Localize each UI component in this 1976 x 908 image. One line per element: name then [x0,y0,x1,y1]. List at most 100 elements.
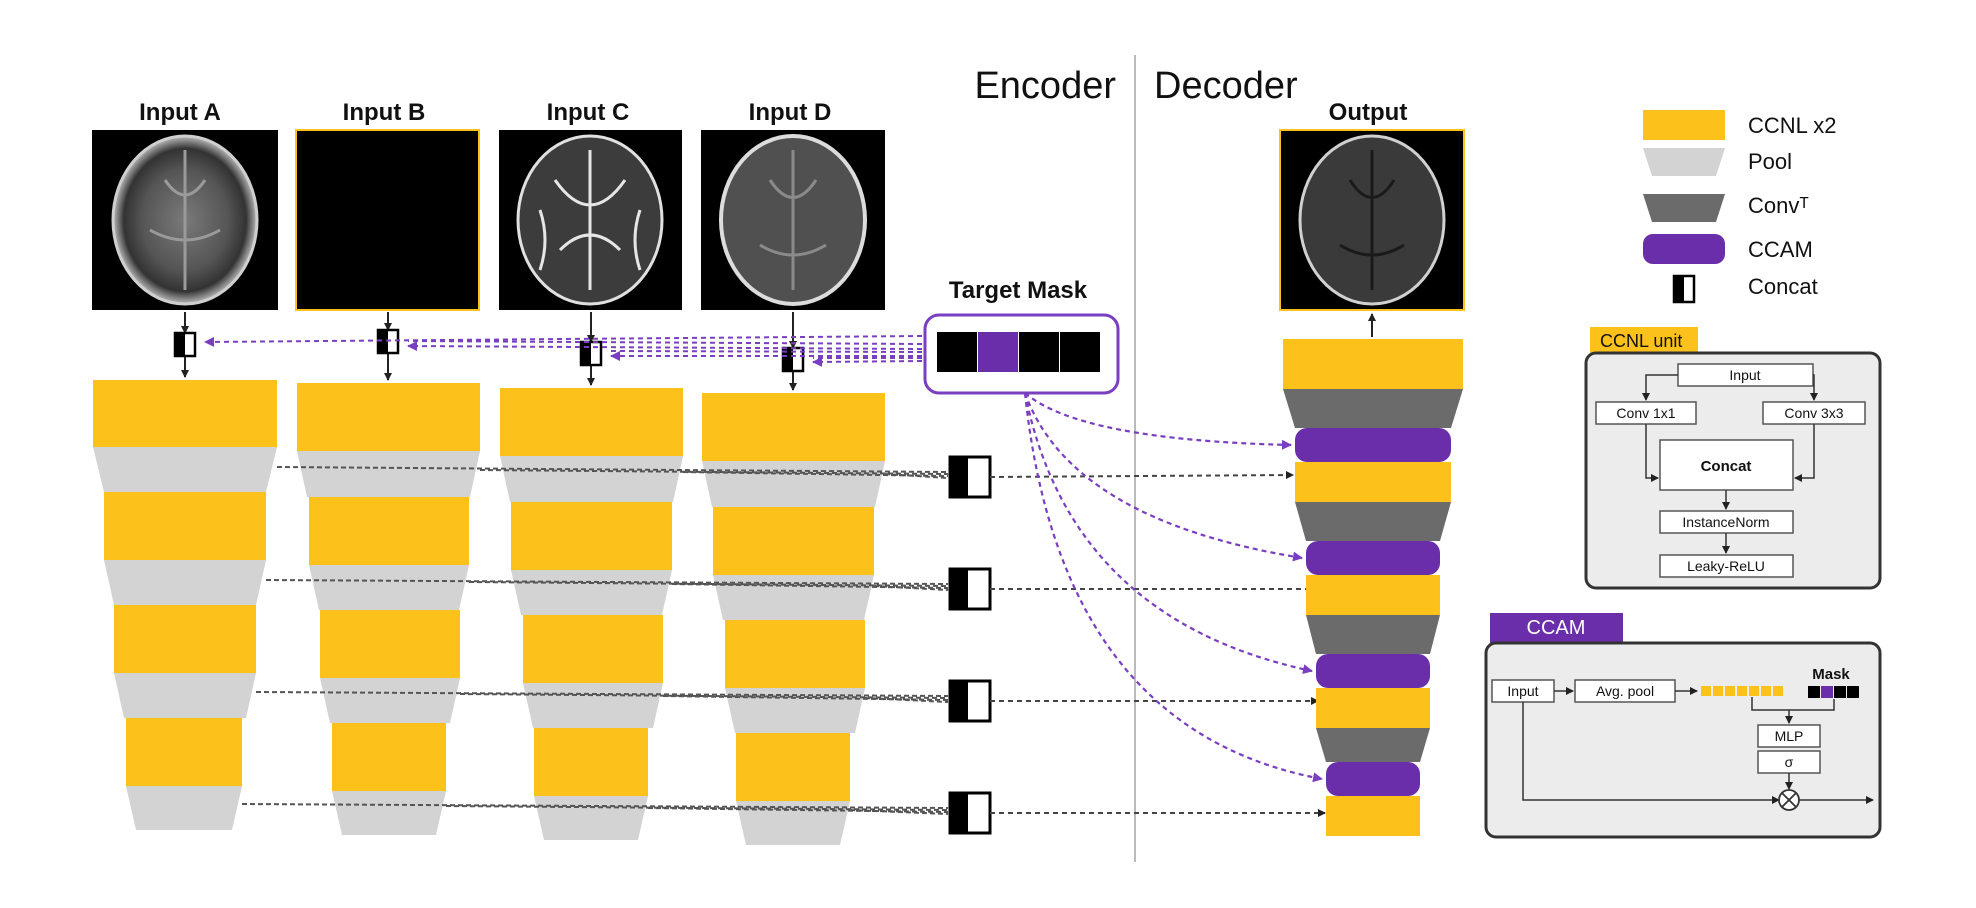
skip-to-decoder-arrows [989,471,1326,817]
ccnl-concat-box [1659,439,1794,491]
pool-block [702,461,885,507]
ccnl-block [702,393,885,461]
ccnl-unit-title: CCNL unit [1600,331,1682,351]
decoder-column [1283,313,1463,836]
pool-block [534,796,648,840]
pool-block [126,786,242,830]
input-c: Input C [499,99,682,310]
convt-block [1316,728,1430,762]
ccnl-block [500,388,683,456]
input-a-label: Input A [139,99,221,126]
input-d-label: Input D [749,99,832,126]
output: Output [1279,99,1465,311]
legend-concat-icon [1672,274,1696,304]
encoder-title: Encoder [974,65,1116,107]
pool-block [104,560,266,605]
input-d-brain-detail [759,150,827,290]
ccnl-act-box [1659,554,1794,578]
input-b: Input B [295,99,480,311]
pool-block [332,791,446,835]
concat-icon [948,567,992,611]
ccnl-block [1295,462,1451,502]
legend-pool-swatch [1643,148,1725,176]
concat-icon [948,791,992,835]
ccam-mask-vector [1808,686,1859,698]
pool-block [114,673,256,718]
ccnl-connectors [1642,374,1818,554]
legend-ccam-label: CCAM [1748,237,1813,262]
ccnl-block [713,507,874,575]
mask-cell [1060,332,1100,372]
ccam-pooled-vector [1701,686,1783,696]
ccnl-conv1-text: Conv 1x1 [1616,405,1675,421]
ccnl-block [1306,575,1440,615]
ccnl-conv3-text: Conv 3x3 [1784,405,1843,421]
input-a: Input A [92,99,278,310]
legend-convt-swatch [1643,194,1725,222]
ccnl-block [104,492,266,560]
pool-block [736,801,850,845]
ccnl-norm-text: InstanceNorm [1682,514,1769,530]
ccnl-block [93,380,277,447]
ccnl-block [1316,688,1430,728]
ccam-panel: CCAM Input Avg. pool Mask MLP σ [1484,613,1882,839]
ccam-block [1306,541,1440,575]
concat-icon [173,331,197,358]
ccam-sigma-text: σ [1785,754,1794,770]
ccnl-block [320,610,460,678]
legend-concat-label: Concat [1748,274,1818,299]
ccnl-input-text: Input [1729,367,1760,383]
legend-ccam-swatch [1643,234,1725,264]
ccam-mask-label: Mask [1812,666,1850,683]
input-b-label: Input B [343,99,426,126]
output-label: Output [1329,99,1408,126]
legend-ccnl-label: CCNL x2 [1748,113,1836,138]
ccam-block [1295,428,1451,462]
ccnl-block [309,497,469,565]
ccnl-block [297,383,480,451]
mask-cell [937,332,977,372]
ccnl-block [523,615,663,683]
convt-block [1295,502,1451,541]
ccnl-block [332,723,446,791]
multiply-icon [1778,789,1800,811]
concat-icon [948,679,992,723]
pool-block [297,451,480,497]
target-mask-label: Target Mask [949,277,1088,304]
ccam-block [1326,762,1420,796]
ccam-tab [1490,613,1623,643]
ccnl-act-text: Leaky-ReLU [1687,558,1765,574]
mask-to-ccam-links [1023,392,1323,783]
convt-block [1306,615,1440,654]
mask-to-inputs-links [204,335,923,367]
encoder-column-c [500,388,683,840]
output-brain-detail [1339,150,1405,290]
ccnl-block [1326,796,1420,836]
input-concat-row [173,312,805,391]
ccnl-unit-tab [1590,327,1698,353]
decoder-title: Decoder [1154,65,1298,107]
pool-block [93,447,277,492]
convt-block [1283,389,1463,428]
target-mask: Target Mask [923,277,1120,395]
pool-block [523,683,663,728]
input-c-brain-detail [538,150,642,290]
pool-block [713,575,874,620]
concat-icon [948,455,992,499]
legend-pool-label: Pool [1748,149,1792,174]
ccnl-block [534,728,648,796]
ccnl-block [725,620,865,688]
input-c-label: Input C [547,99,630,126]
pool-block [500,456,683,502]
input-b-image [295,129,480,311]
input-d: Input D [701,99,885,310]
ccnl-unit-panel: CCNL unit Input Conv 1x1 Conv 3x3 Concat… [1584,327,1882,590]
pool-block [725,688,865,733]
skip-connections [241,466,949,815]
ccnl-block [126,718,242,786]
mask-cell [978,332,1018,372]
legend-convt-label: Convᵀ [1748,193,1809,218]
encoder-column-d [702,393,885,845]
ccam-input-text: Input [1507,683,1538,699]
